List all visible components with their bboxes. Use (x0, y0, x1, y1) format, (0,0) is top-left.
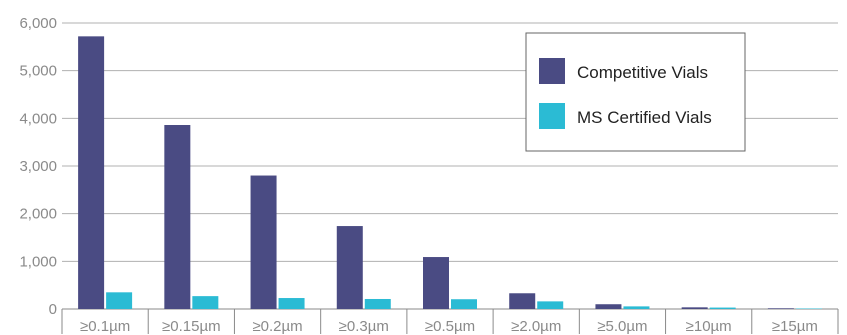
bar-competitive-vials (509, 293, 536, 309)
y-tick-label: 6,000 (19, 15, 57, 32)
x-tick-label: ≥2.0µm (511, 318, 561, 335)
y-tick-label: 2,000 (19, 206, 57, 223)
bar-ms-certified-vials (709, 307, 736, 309)
bar-ms-certified-vials (623, 306, 650, 309)
bar-ms-certified-vials (278, 298, 305, 309)
y-tick-label: 3,000 (19, 158, 57, 175)
legend-label-ms-certified-vials: MS Certified Vials (577, 108, 712, 127)
bar-competitive-vials (250, 175, 277, 309)
bar-competitive-vials (767, 308, 794, 309)
bar-competitive-vials (595, 304, 622, 309)
y-tick-label: 1,000 (19, 253, 57, 270)
x-tick-label: ≥0.5µm (425, 318, 475, 335)
legend-swatch-ms-certified-vials (539, 103, 565, 129)
x-tick-label: ≥0.2µm (252, 318, 302, 335)
bar-competitive-vials (681, 307, 708, 309)
bar-competitive-vials (164, 125, 191, 309)
y-tick-label: 5,000 (19, 63, 57, 80)
bar-competitive-vials (78, 36, 105, 309)
legend-label-competitive-vials: Competitive Vials (577, 63, 708, 82)
x-tick-label: ≥10µm (686, 318, 732, 335)
x-axis-tick-labels: ≥0.1µm ≥0.15µm ≥0.2µm ≥0.3µm ≥0.5µm ≥2.0µm ≥5.… (61, 309, 839, 335)
bars (78, 36, 822, 309)
bar-competitive-vials (423, 257, 449, 309)
y-tick-label: 0 (49, 301, 57, 318)
y-axis-tick-labels: 0 1,000 2,000 3,000 4,000 5,000 6,000 (19, 15, 57, 318)
legend-swatch-competitive-vials (539, 58, 565, 84)
x-tick-label: ≥0.1µm (80, 318, 130, 335)
bar-ms-certified-vials (364, 298, 391, 309)
bar-ms-certified-vials (106, 292, 133, 309)
y-tick-label: 4,000 (19, 110, 57, 127)
x-tick-label: ≥5.0µm (597, 318, 647, 335)
x-tick-label: ≥15µm (772, 318, 818, 335)
x-tick-label: ≥0.15µm (162, 318, 221, 335)
legend-box (525, 32, 746, 152)
gridlines (62, 22, 838, 310)
legend: Competitive Vials MS Certified Vials (525, 32, 746, 152)
bar-ms-certified-vials (537, 301, 564, 309)
bar-ms-certified-vials (192, 296, 219, 309)
x-tick-label: ≥0.3µm (339, 318, 389, 335)
bar-ms-certified-vials (451, 299, 477, 309)
bar-competitive-vials (336, 226, 363, 309)
